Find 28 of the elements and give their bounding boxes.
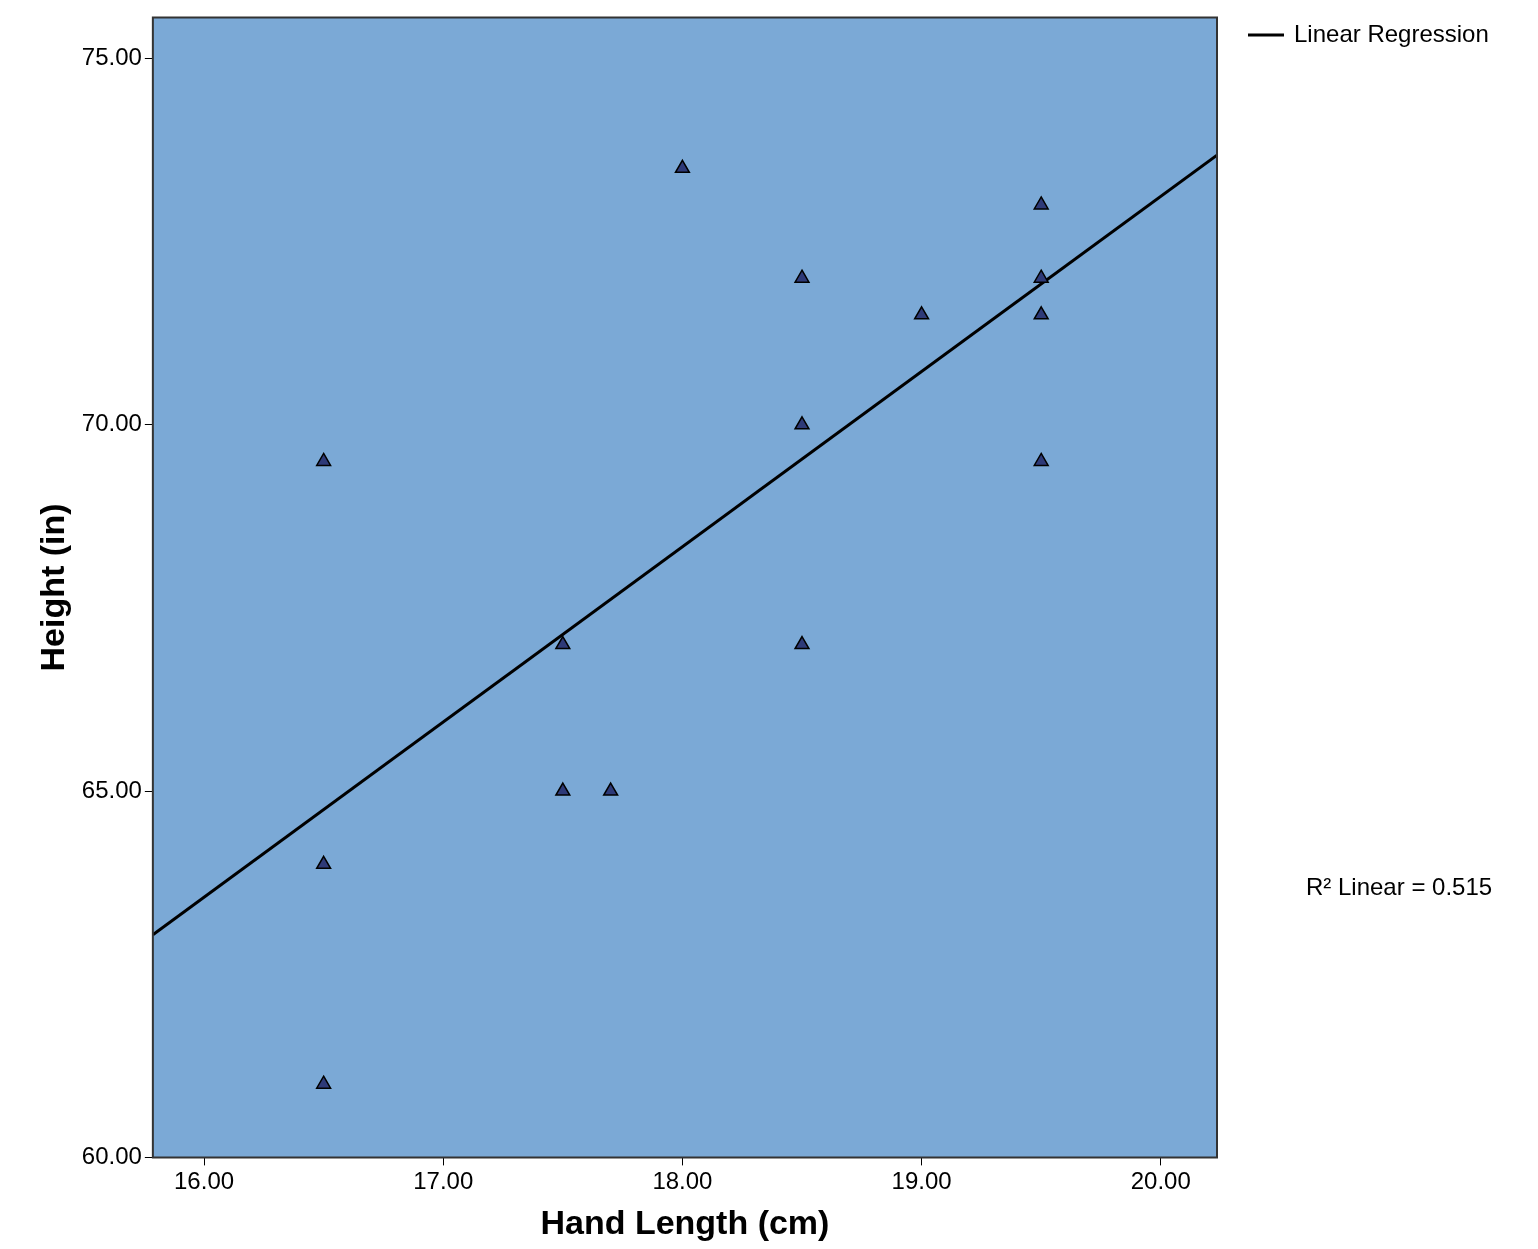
x-tick-label: 20.00 [1130,1167,1191,1195]
point [794,416,810,430]
x-axis-title: Hand Length (cm) [540,1202,830,1241]
x-tick-label: 17.00 [413,1167,474,1195]
point [1033,452,1049,467]
point [1033,269,1049,283]
y-tick-label: 60.00 [81,1142,142,1170]
point [1033,306,1049,320]
point [1033,196,1049,210]
x-tick-label: 19.00 [891,1167,952,1195]
point [315,855,332,870]
point [555,635,571,650]
y-tick-label: 70.00 [81,409,142,437]
point [555,782,571,796]
point [315,452,332,467]
point [602,782,619,796]
point [674,159,691,174]
x-tick-label: 16.00 [174,1167,235,1195]
point [794,269,810,283]
point [913,306,930,320]
y-tick-label: 65.00 [81,775,142,803]
point [794,635,810,650]
x-tick-label: 18.00 [652,1167,713,1195]
y-axis-title: Height (in) [32,503,71,672]
legend-label: Linear Regression [1294,19,1489,47]
point [315,1075,332,1089]
text: R² Linear = 0.515 [1306,872,1493,900]
y-tick-label: 75.00 [81,43,142,71]
